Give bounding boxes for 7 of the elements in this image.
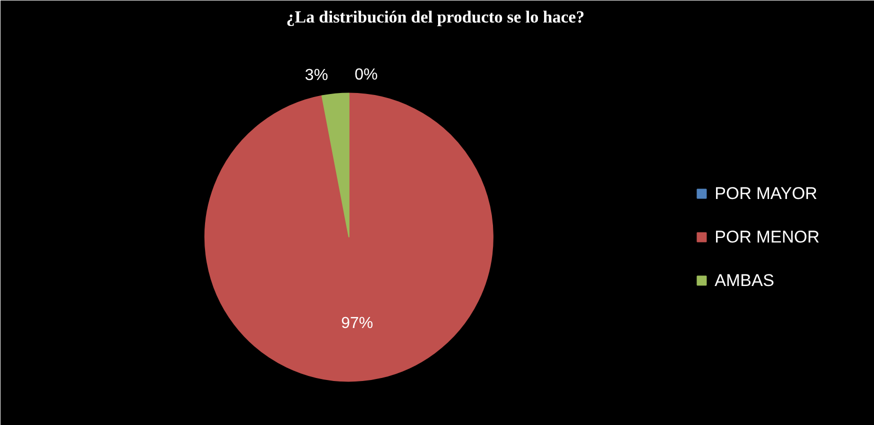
data-label: 97% [341, 315, 374, 332]
legend-label: AMBAS [714, 271, 774, 290]
data-label: 3% [304, 67, 328, 84]
chart-title: ¿La distribución del producto se lo hace? [286, 8, 584, 26]
text: 0% [354, 66, 378, 84]
legend-label: POR MENOR [714, 228, 820, 247]
legend-label: POR MAYOR [714, 184, 818, 204]
